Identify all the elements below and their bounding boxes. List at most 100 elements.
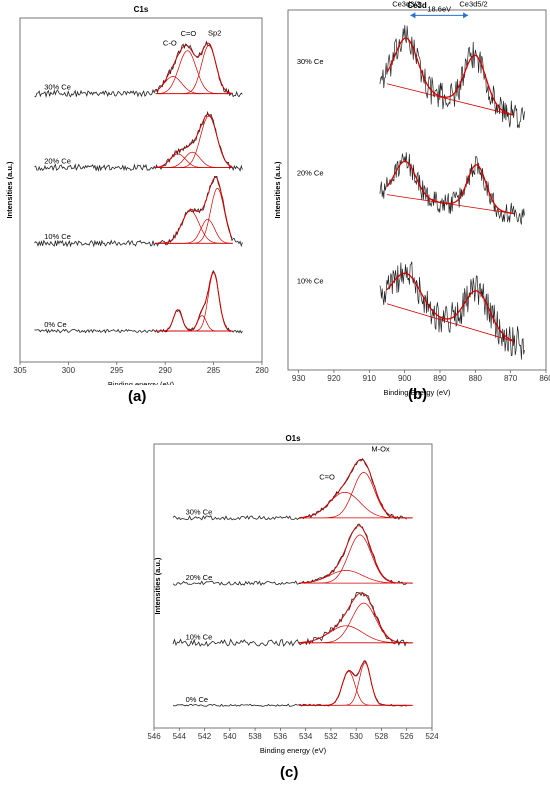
fit-component — [299, 472, 412, 519]
fit-envelope — [155, 271, 233, 332]
fit-component — [155, 187, 233, 244]
fit-envelope — [155, 113, 233, 168]
chart-title: Ce3d — [407, 1, 427, 10]
peak-label: Sp2 — [208, 29, 221, 38]
measured-trace — [379, 25, 525, 129]
sample-label: 30% Ce — [44, 83, 71, 92]
x-tick-label: 900 — [398, 374, 412, 383]
arrow-head-right — [463, 12, 469, 19]
fit-baseline — [386, 194, 515, 215]
measured-trace — [379, 152, 525, 225]
peak-label: C=O — [181, 29, 197, 38]
peak-label: C-O — [163, 38, 177, 47]
fit-component — [155, 151, 232, 168]
panel-c: O1s 546 544 542 540 538 536 534 532 530 528 526 524 B… — [148, 432, 438, 791]
chart-c1s: C1s 305 300 295 290 285 280 Binding energy (eV)… — [5, 5, 269, 385]
sample-label: 0% Ce — [44, 320, 67, 329]
sample-label: 10% Ce — [297, 277, 324, 286]
fit-component — [155, 210, 232, 244]
fit-envelope — [155, 176, 233, 244]
peak-label: C=O — [319, 473, 335, 482]
fit-envelope — [155, 42, 233, 94]
fit-component — [155, 272, 233, 332]
x-tick-label: 524 — [425, 732, 438, 741]
x-tick-label: 280 — [255, 366, 269, 375]
sample-label: 20% Ce — [44, 157, 71, 166]
caption-b: (b) — [408, 386, 428, 403]
x-axis-label: Binding energy (eV) — [108, 380, 175, 385]
fit-envelope — [386, 37, 515, 116]
sample-label: 30% Ce — [186, 507, 213, 516]
plot-frame — [153, 443, 433, 729]
y-axis-label: Intensities (a.u.) — [5, 161, 14, 219]
fit-envelope — [386, 272, 515, 342]
x-tick-label: 540 — [223, 732, 237, 741]
fit-component — [299, 662, 412, 706]
fit-baseline — [386, 83, 515, 116]
chart-ce3d: Ce3d 930 920 910 900 890 880 870 860 Binding Ener… — [273, 0, 550, 397]
x-tick-label: 870 — [504, 374, 518, 383]
x-tick-label: 528 — [375, 732, 389, 741]
measured-trace — [379, 261, 525, 360]
x-axis-label: Binding Energy (eV) — [383, 388, 451, 397]
fit-component — [299, 570, 412, 584]
panel-a: C1s 305 300 295 290 285 280 Binding energy (eV)… — [0, 0, 270, 420]
fit-envelope — [386, 160, 515, 215]
separation-label: 18.6eV — [427, 4, 451, 13]
x-tick-label: 910 — [363, 374, 377, 383]
fit-component — [155, 50, 232, 95]
peak-label: M-Ox — [371, 444, 390, 453]
fit-envelope — [299, 660, 412, 706]
sample-label: 0% Ce — [186, 695, 209, 704]
measured-trace — [34, 110, 243, 172]
peak-label: Ce3d5/2 — [459, 0, 487, 8]
sample-label: 20% Ce — [186, 573, 213, 582]
fit-component — [155, 218, 232, 244]
fit-envelope — [299, 525, 412, 584]
x-tick-label: 536 — [274, 732, 288, 741]
plot-frame — [287, 9, 547, 371]
arrow-head-left — [410, 12, 416, 19]
fit-component — [299, 602, 412, 644]
caption-a: (a) — [128, 388, 147, 405]
sample-label: 20% Ce — [297, 169, 324, 178]
panel-b: Ce3d 930 920 910 900 890 880 870 860 Binding Ener… — [272, 0, 550, 420]
sample-label: 10% Ce — [44, 232, 71, 241]
x-tick-label: 534 — [299, 732, 313, 741]
x-tick-label: 295 — [110, 366, 124, 375]
fit-component — [299, 534, 412, 584]
sample-label: 30% Ce — [297, 57, 324, 66]
x-tick-label: 544 — [173, 732, 187, 741]
y-axis-label: Intensities (a.u.) — [153, 557, 162, 615]
measured-trace — [34, 175, 243, 248]
x-tick-label: 290 — [159, 366, 173, 375]
x-tick-label: 530 — [350, 732, 364, 741]
measured-trace — [34, 40, 243, 99]
x-tick-label: 532 — [324, 732, 338, 741]
x-tick-label: 880 — [469, 374, 483, 383]
x-tick-label: 542 — [198, 732, 212, 741]
y-axis-label: Intensities (a.u.) — [273, 161, 282, 219]
chart-o1s: O1s 546 544 542 540 538 536 534 532 530 528 526 524 B… — [148, 434, 438, 755]
x-tick-label: 890 — [433, 374, 447, 383]
fit-envelope — [299, 592, 412, 644]
x-tick-label: 285 — [207, 366, 221, 375]
caption-c: (c) — [280, 764, 299, 781]
fit-envelope — [299, 458, 412, 519]
x-tick-label: 930 — [292, 374, 306, 383]
fit-component — [155, 45, 233, 95]
x-tick-label: 300 — [62, 366, 76, 375]
x-axis-label: Binding energy (eV) — [260, 746, 327, 755]
sample-label: 10% Ce — [186, 632, 213, 641]
fit-baseline — [386, 303, 515, 343]
x-tick-label: 538 — [248, 732, 262, 741]
chart-title: C1s — [134, 5, 149, 14]
chart-title: O1s — [285, 434, 301, 443]
x-tick-label: 526 — [400, 732, 414, 741]
x-tick-label: 305 — [13, 366, 27, 375]
plot-frame — [19, 17, 263, 363]
measured-trace — [172, 591, 407, 647]
x-tick-label: 860 — [539, 374, 550, 383]
peak-label: Ce3d3/2 — [392, 0, 420, 8]
fit-component — [299, 625, 412, 644]
